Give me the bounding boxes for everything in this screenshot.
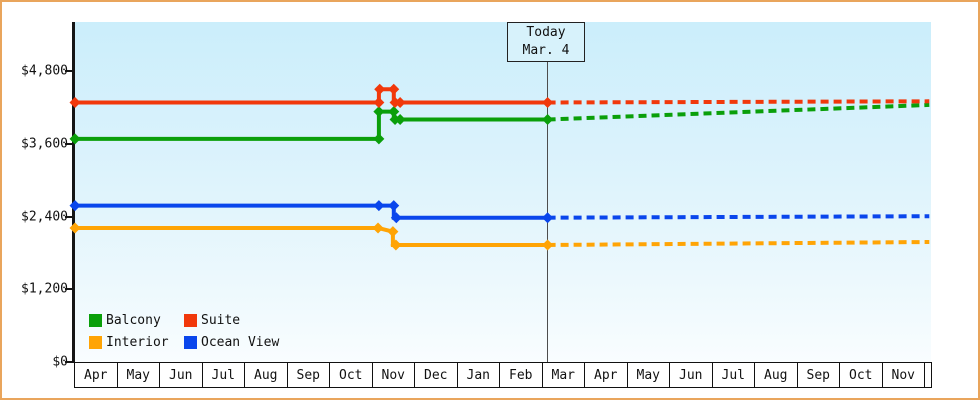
today-label: Today bbox=[526, 25, 566, 40]
x-axis-month-cell: Oct bbox=[330, 363, 373, 387]
x-axis-month-cell: Aug bbox=[755, 363, 798, 387]
legend-item-balcony: Balcony bbox=[89, 312, 184, 328]
data-point-marker bbox=[394, 97, 406, 109]
y-axis-tick-label: $4,800 bbox=[21, 63, 68, 79]
legend-color-swatch bbox=[184, 313, 197, 327]
data-point-marker bbox=[388, 83, 400, 95]
series-line-ocean-view bbox=[69, 200, 930, 224]
legend-color-swatch bbox=[184, 335, 197, 349]
data-point-marker bbox=[388, 106, 400, 118]
legend-label: Suite bbox=[201, 312, 241, 328]
data-point-marker bbox=[390, 239, 402, 251]
y-axis-tick-label: $2,400 bbox=[21, 209, 68, 224]
data-point-marker bbox=[69, 200, 81, 212]
data-point-marker bbox=[69, 222, 81, 234]
series-line-interior bbox=[69, 222, 930, 251]
x-axis-month-cell: Mar bbox=[543, 363, 585, 387]
data-point-marker bbox=[388, 200, 400, 212]
x-axis-month-cell: Feb bbox=[500, 363, 543, 387]
x-axis-month-cell: Dec bbox=[415, 363, 458, 387]
legend-color-swatch bbox=[89, 335, 102, 349]
data-point-marker bbox=[69, 133, 81, 145]
x-axis-month-cell: Nov bbox=[883, 363, 925, 387]
data-point-marker bbox=[542, 114, 554, 125]
x-axis-month-cell: May bbox=[628, 363, 670, 387]
data-point-marker bbox=[394, 114, 406, 125]
y-axis-tick-label: $1,200 bbox=[21, 281, 68, 297]
series-line-balcony bbox=[69, 102, 930, 145]
x-axis-month-cell: Jan bbox=[458, 363, 500, 387]
legend-label: Ocean View bbox=[201, 334, 280, 350]
today-marker-box: Today Mar. 4 bbox=[507, 22, 585, 62]
plot-area-background bbox=[75, 22, 931, 362]
data-point-marker bbox=[373, 106, 385, 118]
y-axis-tick bbox=[65, 142, 73, 145]
x-axis-month-cell: Jul bbox=[713, 363, 755, 387]
x-axis-month-cell: Aug bbox=[245, 363, 288, 387]
data-point-marker bbox=[373, 133, 385, 145]
x-axis-month-cell: Nov bbox=[373, 363, 415, 387]
y-axis-tick bbox=[65, 215, 73, 218]
x-axis-month-cell: Sep bbox=[798, 363, 840, 387]
legend-item-interior: Interior bbox=[89, 334, 184, 350]
data-point-marker bbox=[373, 200, 385, 212]
x-axis-month-cell: Sep bbox=[288, 363, 330, 387]
y-axis-line bbox=[72, 22, 75, 363]
x-axis-month-cell: Apr bbox=[75, 363, 118, 387]
legend-item-ocean-view: Ocean View bbox=[184, 334, 280, 350]
data-point-marker bbox=[373, 97, 385, 109]
x-axis-month-cell: Jul bbox=[203, 363, 245, 387]
data-point-marker bbox=[374, 83, 386, 95]
data-point-marker bbox=[542, 97, 554, 109]
data-point-marker bbox=[542, 212, 554, 224]
x-axis-month-cell: Oct bbox=[840, 363, 883, 387]
today-vertical-line bbox=[547, 62, 549, 362]
data-point-marker bbox=[542, 239, 554, 251]
y-axis-tick bbox=[65, 361, 73, 363]
y-axis-tick-label: $0 bbox=[52, 354, 68, 370]
y-axis-tick bbox=[65, 70, 73, 72]
today-date: Mar. 4 bbox=[522, 43, 570, 58]
x-axis-month-cell: Apr bbox=[585, 363, 628, 387]
y-axis-tick bbox=[65, 288, 73, 291]
y-axis-tick-label: $3,600 bbox=[21, 136, 68, 152]
x-axis-month-cell: Jun bbox=[670, 363, 713, 387]
data-point-marker bbox=[390, 212, 402, 224]
series-line-suite bbox=[69, 83, 930, 109]
x-axis-month-cell: May bbox=[118, 363, 160, 387]
legend-label: Interior bbox=[106, 334, 169, 350]
data-point-marker bbox=[69, 97, 81, 109]
data-point-marker bbox=[387, 226, 399, 238]
legend: Balcony Suite Interior Ocean View bbox=[89, 312, 280, 350]
data-point-marker bbox=[372, 222, 384, 234]
legend-label: Balcony bbox=[106, 312, 161, 328]
x-axis-month-cell: Jun bbox=[160, 363, 203, 387]
x-axis-month-row: Apr May Jun Jul Aug Sep Oct Nov Dec Jan Feb Mar Apr M… bbox=[74, 362, 932, 388]
legend-color-swatch bbox=[89, 313, 102, 327]
legend-item-suite: Suite bbox=[184, 312, 279, 328]
